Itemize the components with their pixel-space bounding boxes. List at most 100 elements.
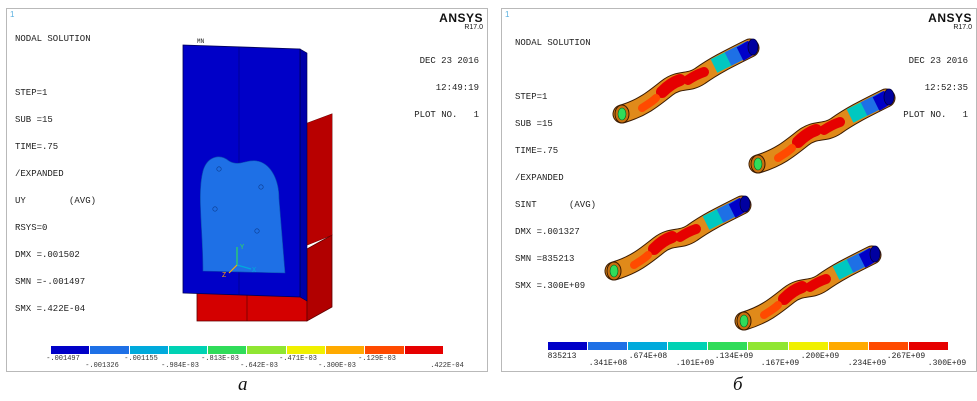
info-line: /EXPANDED (515, 173, 564, 183)
info-line: SUB =15 (15, 115, 53, 125)
plot-number: PLOT NO. 1 (903, 110, 968, 120)
legend-tick: -.471E-03 (279, 355, 317, 363)
legend-band (588, 342, 629, 350)
version-label: R17.0 (953, 24, 972, 31)
caption-a: а (238, 374, 248, 395)
info-line: DMX =.001327 (515, 227, 580, 237)
info-line: RSYS=0 (15, 223, 48, 233)
plot-time: 12:52:35 (924, 83, 968, 93)
legend-tick: .167E+09 (760, 359, 800, 368)
legend-band (90, 346, 130, 354)
plot-date: DEC 23 2016 (908, 56, 968, 66)
info-line: SMX =.300E+09 (515, 281, 586, 291)
model-viewport (502, 9, 976, 371)
legend-tick: .300E+09 (927, 359, 967, 368)
legend-band (788, 342, 829, 350)
window-number: 1 (505, 10, 510, 19)
legend-band (365, 346, 405, 354)
caption-b: б (733, 374, 743, 395)
node-marker (258, 184, 264, 190)
displacement-contour (200, 156, 286, 274)
base-block-side (306, 234, 333, 322)
legend-tick: .134E+09 (714, 352, 754, 361)
legend-tick: .101E+09 (675, 359, 715, 368)
color-legend-bar (548, 342, 948, 350)
info-line: STEP=1 (515, 92, 548, 102)
mn-label: MN (197, 38, 205, 45)
info-line: SMN =835213 (515, 254, 575, 264)
info-line: NODAL SOLUTION (515, 38, 591, 48)
legend-tick: -.984E-03 (161, 362, 199, 370)
legend-tick: .674E+08 (628, 352, 668, 361)
legend-band (548, 342, 589, 350)
node-marker (254, 228, 260, 234)
color-legend-bar (51, 346, 443, 354)
triad-x-axis (236, 264, 252, 270)
brand-name: ANSYS (439, 11, 483, 25)
legend-band (129, 346, 169, 354)
legend-tick: -.001326 (85, 362, 119, 370)
legend-band (868, 342, 909, 350)
legend-tick: -.129E-03 (358, 355, 396, 363)
plot-time: 12:49:19 (435, 83, 479, 93)
legend-band (708, 342, 749, 350)
solution-info: NODAL SOLUTION STEP=1 SUB =15 TIME=.75 /… (515, 21, 596, 309)
legend-tick: .341E+08 (588, 359, 628, 368)
legend-band (168, 346, 209, 354)
info-line: STEP=1 (15, 88, 48, 98)
legend-band (208, 346, 248, 354)
plot-panel-uy: 1 NODAL SOLUTION STEP=1 SUB =15 TIME=.75… (6, 8, 488, 372)
legend-tick: -.642E-03 (240, 362, 278, 370)
triad-y-label: Y (240, 244, 245, 252)
info-line: SUB =15 (515, 119, 553, 129)
legend-tick: 835213 (547, 352, 577, 361)
plot-panel-sint: 1 NODAL SOLUTION STEP=1 SUB =15 TIME=.75… (501, 8, 977, 372)
legend-band (748, 342, 789, 350)
ansys-logo: ANSYS R17.0 (439, 12, 483, 31)
pipe-model-4 (737, 246, 880, 330)
info-line: NODAL SOLUTION (15, 34, 91, 44)
legend-tick: .234E+09 (847, 359, 887, 368)
legend-tick: .267E+09 (886, 352, 926, 361)
version-label: R17.0 (464, 24, 483, 31)
solution-info: NODAL SOLUTION STEP=1 SUB =15 TIME=.75 /… (15, 17, 96, 332)
info-line: TIME=.75 (515, 146, 559, 156)
legend-band (668, 342, 709, 350)
legend-band (908, 342, 948, 350)
pipe-model-2 (751, 89, 894, 173)
date-stamp: DEC 23 2016 12:49:19 PLOT NO. 1 (414, 39, 479, 138)
info-line: TIME=.75 (15, 142, 59, 152)
node-marker (216, 166, 222, 172)
legend-tick: -.300E-03 (318, 362, 356, 370)
pipe-model-3 (607, 196, 750, 280)
ansys-logo: ANSYS R17.0 (928, 12, 972, 31)
triad-z-axis (228, 264, 238, 274)
info-line: SMN =-.001497 (15, 277, 86, 287)
node-marker (212, 206, 218, 212)
date-stamp: DEC 23 2016 12:52:35 PLOT NO. 1 (903, 39, 968, 138)
brand-name: ANSYS (928, 11, 972, 25)
legend-band (404, 346, 443, 354)
model-viewport: MN Y X Z (182, 38, 333, 322)
legend-tick: -.813E-03 (201, 355, 239, 363)
info-line: /EXPANDED (15, 169, 64, 179)
legend-tick: .200E+09 (800, 352, 840, 361)
legend-tick: -.001155 (124, 355, 158, 363)
legend-band (828, 342, 869, 350)
triad-x-label: X (252, 267, 257, 275)
legend-band (326, 346, 366, 354)
plot-number: PLOT NO. 1 (414, 110, 479, 120)
legend-tick: -.001497 (46, 355, 80, 363)
legend-band (51, 346, 91, 354)
window-number: 1 (10, 10, 15, 19)
info-line: SMX =.422E-04 (15, 304, 86, 314)
info-line: DMX =.001502 (15, 250, 80, 260)
triad-z-label: Z (222, 272, 226, 280)
legend-band (628, 342, 669, 350)
info-line: UY (AVG) (15, 196, 97, 206)
panel-edge (299, 48, 308, 302)
legend-band (286, 346, 327, 354)
info-line: SINT (AVG) (515, 200, 597, 210)
legend-tick: .422E-04 (430, 362, 464, 370)
pipe-model-1 (615, 39, 758, 123)
